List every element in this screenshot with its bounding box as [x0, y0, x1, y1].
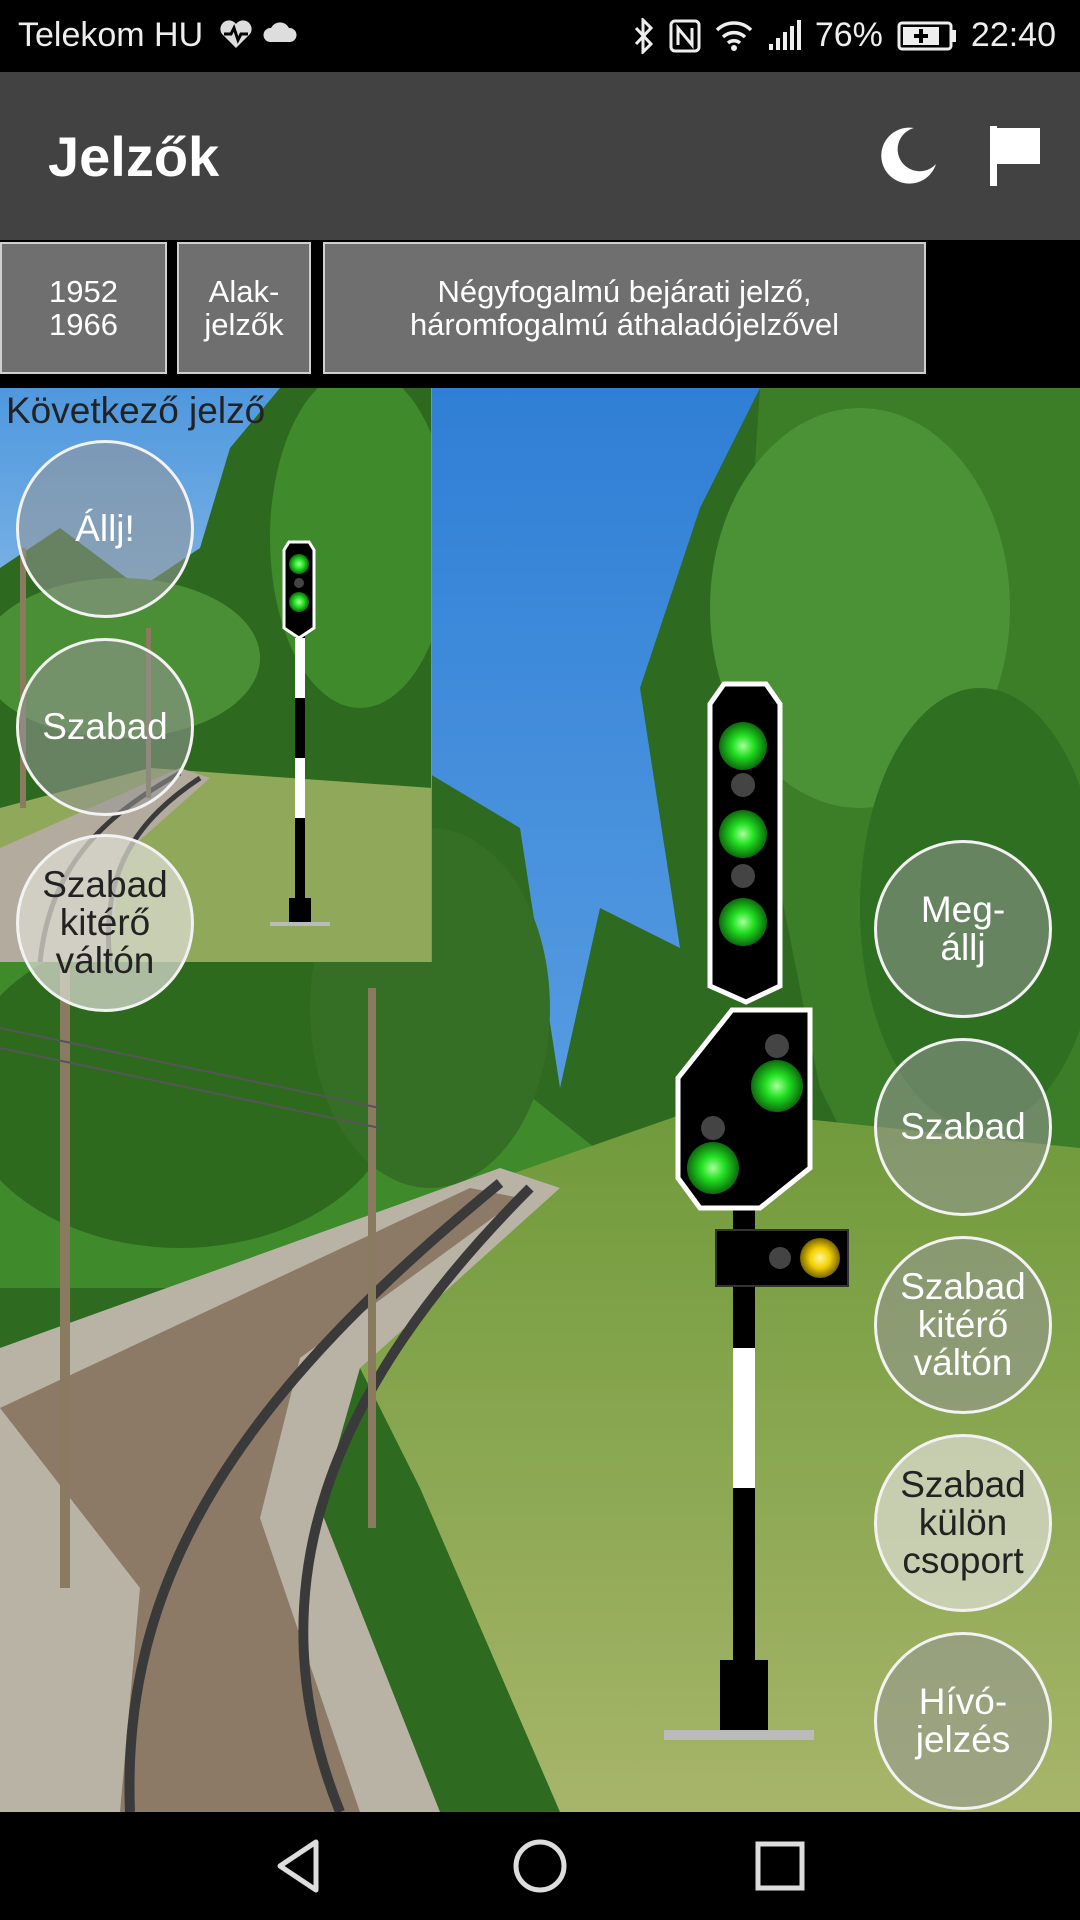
- cloud-icon: [263, 22, 297, 42]
- bluetooth-icon: [634, 17, 653, 54]
- night-mode-icon[interactable]: [874, 124, 938, 188]
- signal-scene: Következő jelző Állj! Szabad Szabad kité…: [0, 388, 1080, 1812]
- button-label: Hívó- jelzés: [915, 1681, 1011, 1760]
- recents-icon[interactable]: [750, 1836, 810, 1896]
- tab-alakjelzok[interactable]: Alak- jelzők: [177, 242, 311, 374]
- back-icon[interactable]: [270, 1836, 330, 1896]
- clear-separate-group-button[interactable]: Szabad külön csoport: [874, 1434, 1052, 1612]
- call-on-signal-button[interactable]: Hívó- jelzés: [874, 1632, 1052, 1810]
- navigation-bar: [0, 1812, 1080, 1920]
- tab-label: Négyfogalmú bejárati jelző, háromfogalmú…: [409, 274, 840, 342]
- signal-icon: [768, 19, 801, 50]
- caution-stop-button[interactable]: Meg- állj: [874, 840, 1052, 1018]
- status-icons-right: 76% 22:40: [633, 16, 1056, 55]
- clock: 22:40: [970, 16, 1056, 54]
- next-signal-clear-button[interactable]: Szabad: [16, 638, 194, 816]
- button-label: Állj!: [75, 508, 135, 549]
- clear-diverging-button[interactable]: Szabad kitérő váltón: [874, 1236, 1052, 1414]
- battery-percent: 76%: [814, 16, 883, 54]
- tab-negyfogalmu-bejarati-jelzo[interactable]: Négyfogalmú bejárati jelző, háromfogalmú…: [323, 242, 926, 374]
- battery-charging-icon: [897, 21, 956, 50]
- next-signal-clear-diverging-button[interactable]: Szabad kitérő váltón: [16, 834, 194, 1012]
- heart-monitor-icon: [220, 20, 252, 48]
- app-toolbar: Jelzők: [0, 72, 1080, 240]
- button-label: Szabad kitérő váltón: [42, 864, 168, 981]
- button-label: Szabad külön csoport: [900, 1464, 1026, 1581]
- button-label: Meg- állj: [920, 889, 1006, 968]
- status-icons-left: [218, 18, 298, 50]
- next-signal-stop-button[interactable]: Állj!: [16, 440, 194, 618]
- signal-lamp-green: [719, 722, 767, 770]
- tab-1952-1966[interactable]: 1952 1966: [0, 242, 167, 374]
- tab-label: Alak- jelzők: [204, 274, 284, 342]
- carrier-name: Telekom HU: [18, 16, 204, 54]
- flag-icon[interactable]: [988, 124, 1042, 188]
- button-label: Szabad: [42, 706, 168, 747]
- category-tabs: 1952 1966 Alak- jelzők Négyfogalmú bejár…: [0, 240, 1080, 388]
- button-label: Szabad: [900, 1106, 1026, 1147]
- wifi-icon: [715, 20, 753, 51]
- clear-button[interactable]: Szabad: [874, 1038, 1052, 1216]
- tab-label: 1952 1966: [49, 274, 118, 342]
- page-title: Jelzők: [48, 125, 220, 188]
- home-icon[interactable]: [510, 1836, 570, 1896]
- button-label: Szabad kitérő váltón: [900, 1266, 1026, 1383]
- next-signal-label: Következő jelző: [6, 390, 266, 431]
- nfc-icon: [669, 19, 701, 52]
- status-bar: Telekom HU 76%: [0, 0, 1080, 72]
